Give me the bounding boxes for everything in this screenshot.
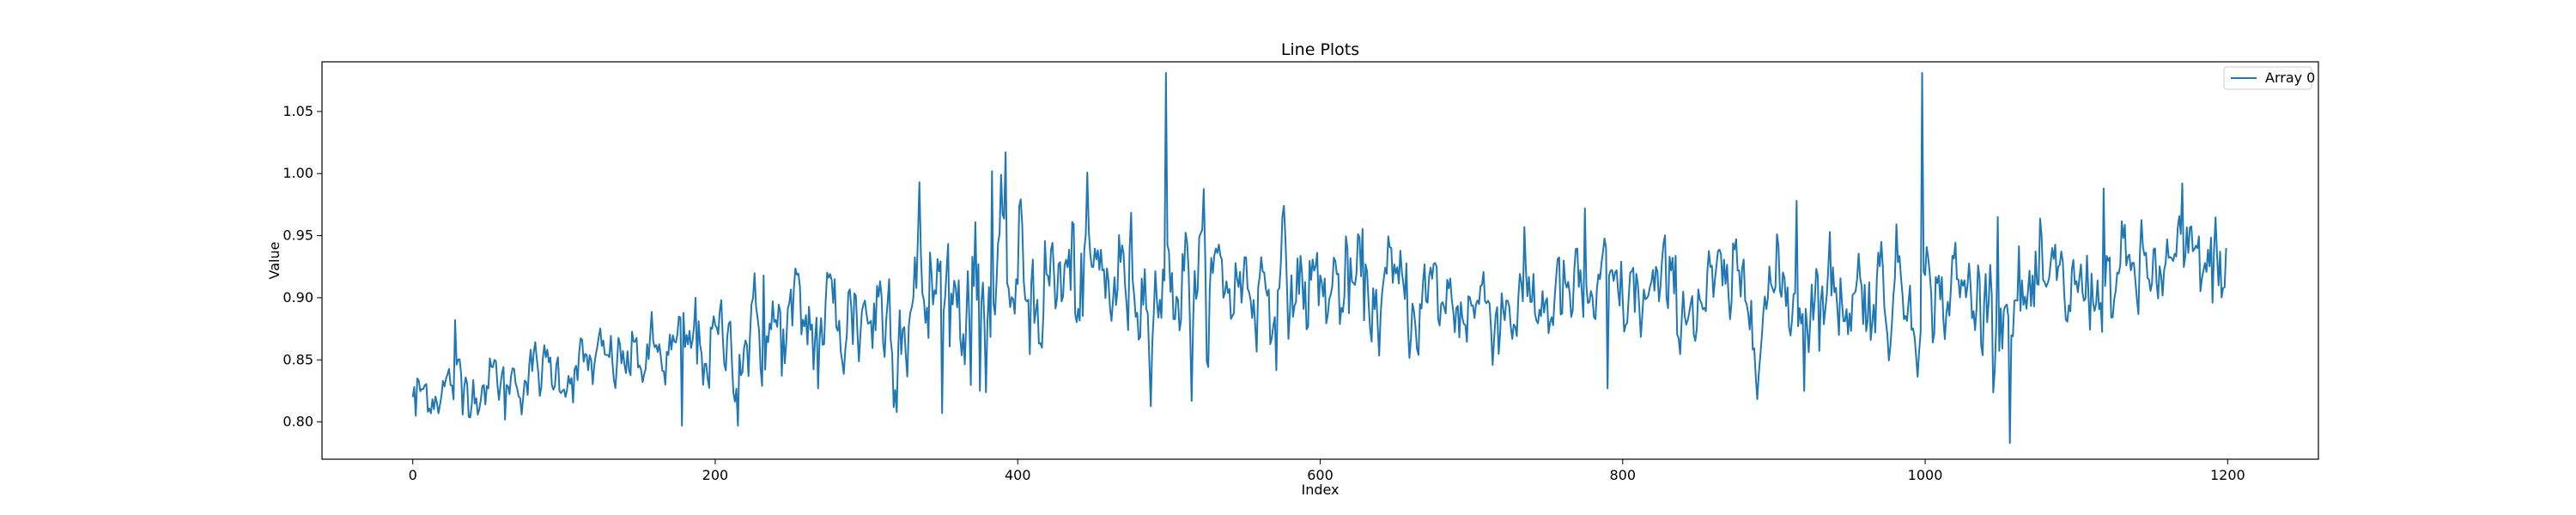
x-axis-title: Index xyxy=(1301,482,1339,498)
series-line-array-0 xyxy=(411,72,2227,445)
y-tick-label: 0.95 xyxy=(283,227,313,244)
plot-area xyxy=(322,62,2318,459)
x-tick-label: 400 xyxy=(1005,467,1031,483)
chart-title: Line Plots xyxy=(1281,40,1359,59)
x-tick-label: 1000 xyxy=(1908,467,1943,483)
x-axis: 0 200 400 600 800 1000 1200 xyxy=(409,459,2245,483)
y-tick-label: 1.00 xyxy=(283,165,313,181)
y-axis: 0.80 0.85 0.90 0.95 1.00 1.05 xyxy=(283,103,322,430)
legend-label-array-0: Array 0 xyxy=(2265,70,2315,86)
x-tick-label: 1200 xyxy=(2210,467,2245,483)
x-tick-label: 800 xyxy=(1609,467,1636,483)
x-tick-label: 600 xyxy=(1307,467,1334,483)
y-tick-label: 0.90 xyxy=(283,289,313,306)
y-tick-label: 0.80 xyxy=(283,414,313,430)
series-layer xyxy=(411,72,2227,445)
legend-box xyxy=(2223,66,2312,90)
y-axis-title: Value xyxy=(266,242,283,280)
legend: Array 0 xyxy=(2223,66,2315,90)
y-tick-label: 0.85 xyxy=(283,351,313,367)
y-tick-label: 1.05 xyxy=(283,103,313,119)
x-tick-label: 200 xyxy=(702,467,729,483)
x-tick-label: 0 xyxy=(409,467,417,483)
